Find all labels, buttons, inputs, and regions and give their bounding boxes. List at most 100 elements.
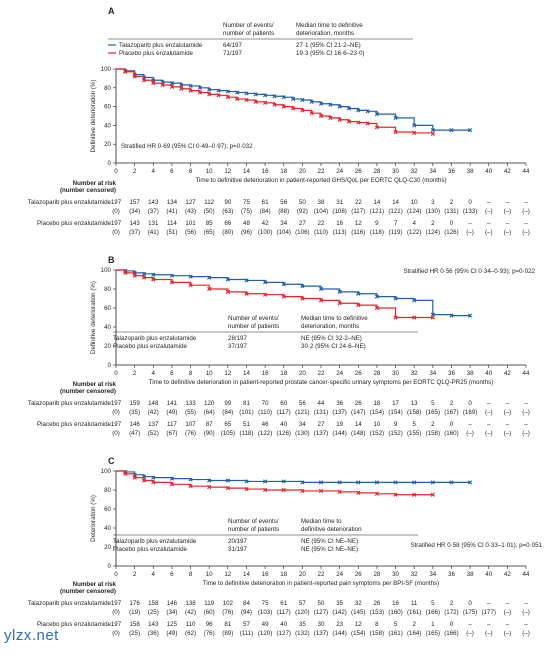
censor-marker (132, 475, 137, 480)
risk-censored-value: (51) (166, 229, 177, 236)
risk-table-header: Number at risk (73, 381, 117, 388)
risk-row-label: Placebo plus enzalutamide (37, 421, 112, 428)
risk-censored-value: (155) (407, 430, 421, 437)
risk-censored-value: (94) (241, 609, 252, 616)
risk-at-risk-value: 26 (355, 400, 362, 407)
y-axis-label: Deterioration (%) (90, 495, 97, 542)
risk-censored-value: (–) (504, 208, 512, 215)
risk-at-risk-value: 5 (431, 600, 435, 607)
risk-at-risk-value: 23 (336, 621, 343, 628)
risk-at-risk-value: 146 (129, 421, 140, 428)
x-tick-label: 40 (485, 168, 492, 175)
x-tick-label: 42 (504, 168, 511, 175)
risk-at-risk-value: 16 (392, 600, 399, 607)
risk-at-risk-value: 158 (129, 621, 140, 628)
legend-header-events: number of patients (228, 526, 279, 533)
risk-at-risk-value: 148 (148, 400, 159, 407)
series-line-placebo (116, 470, 433, 496)
risk-at-risk-value: 9 (375, 220, 379, 227)
y-tick-label: 60 (104, 305, 111, 312)
censor-marker (300, 488, 305, 494)
risk-censored-value: (34) (129, 208, 140, 215)
risk-at-risk-value: 90 (224, 199, 231, 206)
risk-censored-value: (60) (204, 609, 215, 616)
x-tick-label: 36 (448, 370, 455, 377)
x-tick-label: 20 (299, 571, 306, 578)
censor-marker (263, 280, 268, 285)
censor-marker (179, 86, 184, 91)
risk-censored-value: (–) (504, 430, 512, 437)
x-tick-label: 4 (152, 571, 156, 578)
series-line-talazoparib (116, 269, 471, 317)
risk-censored-value: (154) (388, 409, 402, 416)
censor-marker (374, 480, 379, 485)
censor-marker (337, 489, 342, 494)
risk-censored-value: (110) (314, 229, 328, 236)
risk-censored-value: (124) (407, 208, 421, 215)
legend-series-name: Talazoparib plus enzalutamide (119, 42, 203, 49)
x-tick-label: 10 (206, 370, 213, 377)
y-tick-label: 60 (104, 104, 111, 111)
risk-at-risk-value: 75 (262, 600, 269, 607)
censor-marker (207, 485, 212, 490)
x-axis-label: Time to definitive deterioration in pati… (149, 379, 494, 386)
risk-censored-value: (122) (258, 430, 272, 437)
risk-censored-value: (120) (295, 609, 309, 616)
censor-marker (281, 282, 286, 287)
legend-series-name: Placebo plus enzalutamide (113, 546, 188, 553)
censor-marker (188, 477, 193, 482)
censor-marker (393, 480, 398, 485)
censor-marker (235, 96, 240, 102)
legend-header-median: Median time to definitive (296, 22, 363, 29)
censor-marker (318, 113, 324, 119)
risk-censored-value: (–) (485, 409, 493, 416)
risk-at-risk-value: 66 (224, 220, 231, 227)
x-tick-label: 42 (504, 370, 511, 377)
risk-at-risk-value: 18 (373, 400, 380, 407)
censor-marker (300, 480, 305, 485)
risk-censored-value: (118) (370, 229, 384, 236)
risk-at-risk-value: 133 (185, 400, 196, 407)
risk-censored-value: (0) (112, 409, 120, 416)
censor-marker (207, 286, 212, 292)
risk-at-risk-value: 146 (167, 600, 178, 607)
series-line-placebo (116, 269, 433, 319)
censor-marker (346, 119, 352, 124)
risk-censored-value: (96) (241, 229, 252, 236)
risk-at-risk-value: 57 (299, 600, 306, 607)
censor-marker (393, 315, 398, 320)
censor-marker (169, 280, 174, 285)
risk-censored-value: (37) (129, 229, 140, 236)
censor-marker (309, 99, 314, 104)
censor-marker (197, 90, 202, 95)
x-tick-label: 10 (206, 168, 213, 175)
risk-at-risk-value: – (524, 220, 528, 227)
censor-marker (141, 78, 147, 83)
risk-censored-value: (104) (277, 229, 291, 236)
censor-marker (123, 69, 128, 74)
censor-marker (188, 283, 193, 288)
risk-censored-value: (0) (112, 430, 120, 437)
watermark-text: ylzx.net (4, 627, 59, 644)
x-tick-label: 20 (299, 168, 306, 175)
censor-marker (374, 305, 379, 311)
risk-censored-value: (67) (166, 430, 177, 437)
risk-at-risk-value: 110 (186, 621, 196, 628)
risk-at-risk-value: 2 (431, 220, 435, 227)
censor-marker (169, 482, 174, 487)
x-tick-label: 24 (336, 370, 343, 377)
risk-at-risk-value: 3 (431, 199, 435, 206)
legend-median-value: NE (95% CI 32·2–NE) (301, 335, 362, 342)
censor-marker (374, 112, 379, 117)
risk-at-risk-value: 22 (355, 199, 362, 206)
x-axis-label: Time to definitive deterioration in pati… (195, 177, 446, 184)
censor-marker (225, 289, 230, 294)
x-tick-label: 8 (189, 168, 193, 175)
risk-at-risk-value: 2 (450, 600, 454, 607)
risk-at-risk-value: 44 (318, 400, 325, 407)
risk-at-risk-value: 176 (129, 600, 140, 607)
risk-censored-value: (43) (185, 208, 196, 215)
legend-header-median: deterioration, months (296, 30, 354, 37)
